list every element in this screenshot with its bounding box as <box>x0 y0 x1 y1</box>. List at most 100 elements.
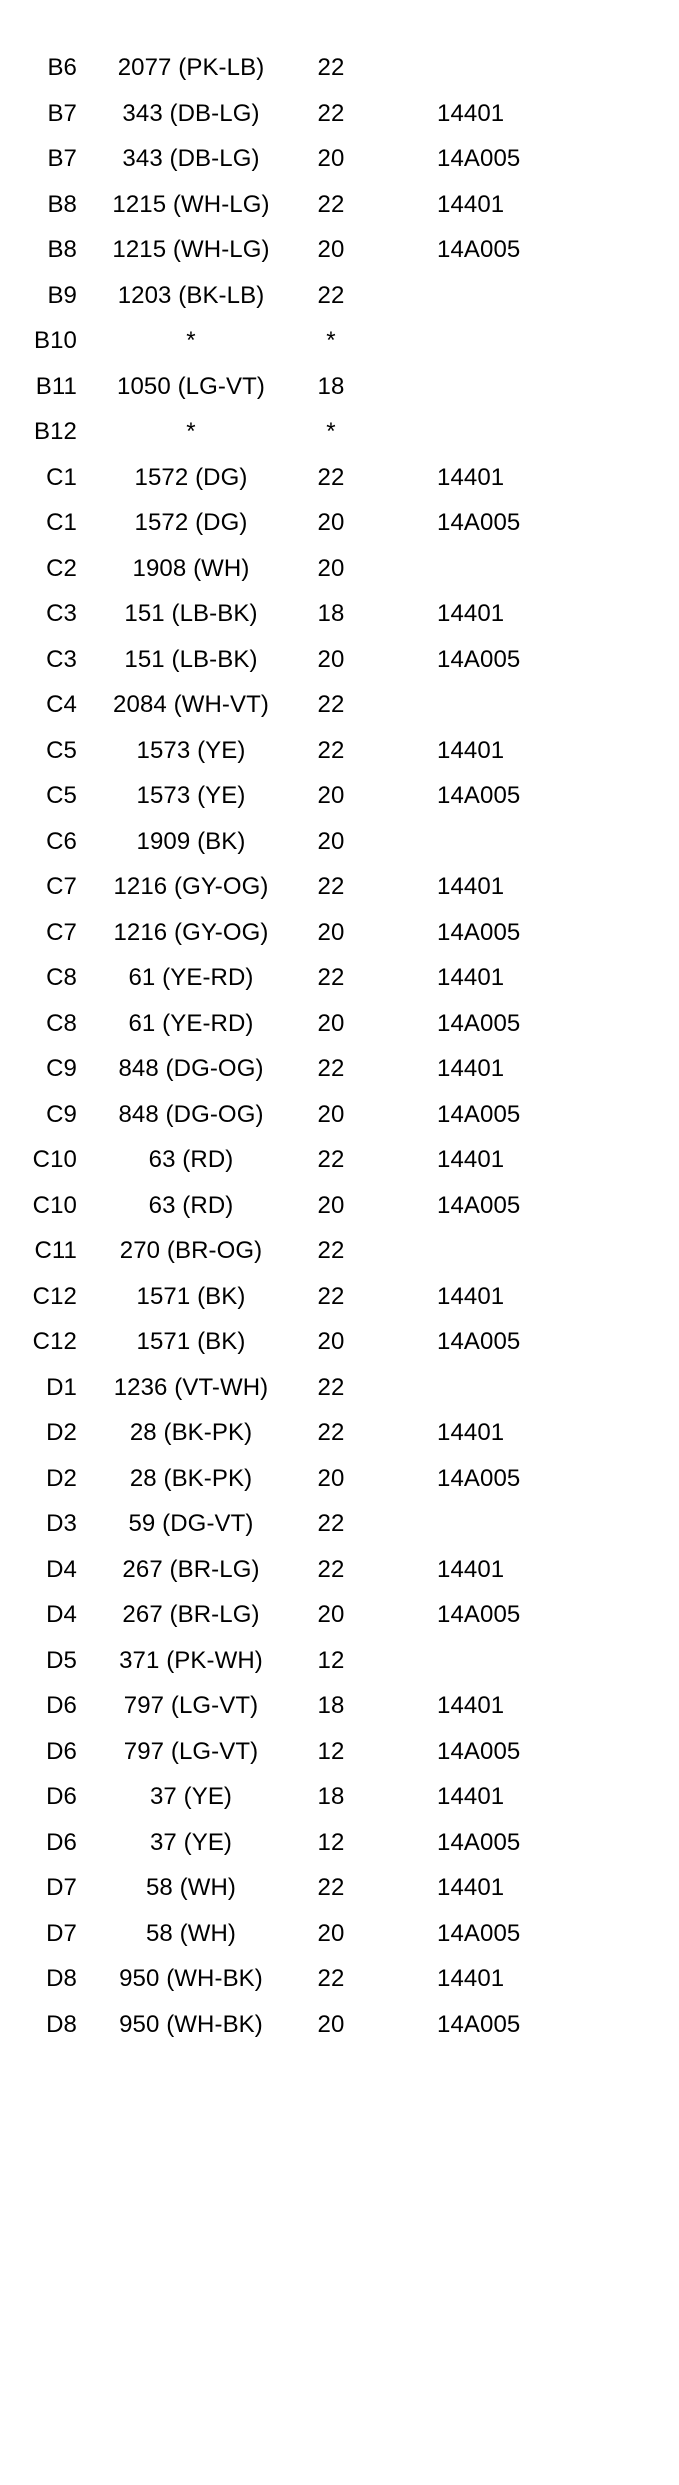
cell-harness: 14401 <box>437 99 505 127</box>
cell-circuit: 267 (BR-LG) <box>122 1601 260 1628</box>
cell-circuit: 28 (BK-PK) <box>129 1464 253 1492</box>
cell-cavity: D2 <box>46 1464 77 1492</box>
cell-cavity: D8 <box>46 2010 77 2038</box>
cell-gauge: 22 <box>317 99 345 127</box>
cell-harness: 14A005 <box>437 2010 521 2038</box>
cell-cavity: C9 <box>46 1100 77 1128</box>
cell-circuit: * <box>186 418 196 445</box>
cell-cavity: D7 <box>46 1919 77 1947</box>
table-row: C3 151 (LB-BK) 20 14A005 <box>0 637 679 683</box>
cell-gauge: 20 <box>317 1464 345 1492</box>
cell-harness: 14A005 <box>437 782 521 809</box>
cell-gauge: 20 <box>317 236 345 263</box>
cell-circuit: 267 (BR-LG) <box>122 1555 260 1583</box>
cell-cavity: B8 <box>47 190 77 218</box>
cell-harness: 14A005 <box>437 1464 521 1492</box>
cell-harness: 14401 <box>437 1692 505 1719</box>
cell-circuit: 1050 (LG-VT) <box>117 372 265 400</box>
table-row: C9 848 (DG-OG) 22 14401 <box>0 1046 679 1092</box>
cell-gauge: 20 <box>317 2010 345 2038</box>
cell-harness <box>437 273 679 319</box>
cell-cavity: D3 <box>46 1510 77 1537</box>
cell-harness: 14A005 <box>437 509 521 536</box>
cell-circuit: 797 (LG-VT) <box>123 1692 259 1719</box>
table-row: C11 270 (BR-OG) 22 <box>0 1228 679 1274</box>
cell-cavity: D4 <box>46 1555 77 1583</box>
table-row: D6 797 (LG-VT) 12 14A005 <box>0 1729 679 1775</box>
table-row: B12 * * <box>0 409 679 455</box>
cell-cavity: D2 <box>46 1419 77 1446</box>
cell-circuit: 1236 (VT-WH) <box>113 1373 269 1401</box>
cell-cavity: B7 <box>47 99 77 127</box>
table-row: C8 61 (YE-RD) 22 14401 <box>0 955 679 1001</box>
table-row: B7 343 (DB-LG) 22 14401 <box>0 91 679 137</box>
cell-harness: 14401 <box>437 964 505 991</box>
cell-cavity: D4 <box>46 1601 77 1628</box>
table-row: C10 63 (RD) 22 14401 <box>0 1137 679 1183</box>
cell-circuit: 343 (DB-LG) <box>122 145 260 172</box>
cell-gauge: 20 <box>317 1100 345 1128</box>
cell-cavity: C3 <box>46 645 77 673</box>
cell-circuit: 2084 (WH-VT) <box>113 691 269 718</box>
cell-circuit: 1573 (YE) <box>136 736 246 764</box>
cell-gauge: 20 <box>317 782 345 809</box>
table-row: B11 1050 (LG-VT) 18 <box>0 364 679 410</box>
table-row: C10 63 (RD) 20 14A005 <box>0 1183 679 1229</box>
cell-cavity: C5 <box>46 736 77 764</box>
cell-gauge: 12 <box>317 1646 345 1674</box>
cell-circuit: 151 (LB-BK) <box>124 600 258 627</box>
table-row: C12 1571 (BK) 20 14A005 <box>0 1319 679 1365</box>
table-row: C4 2084 (WH-VT) 22 <box>0 682 679 728</box>
cell-circuit: 1216 (GY-OG) <box>113 873 269 900</box>
cell-gauge: 20 <box>317 145 345 172</box>
cell-cavity: C3 <box>46 600 77 627</box>
cell-circuit: 1216 (GY-OG) <box>113 918 269 946</box>
cell-harness: 14A005 <box>437 236 521 263</box>
cell-cavity: C11 <box>34 1237 77 1264</box>
cell-harness <box>437 682 679 728</box>
cell-circuit: 343 (DB-LG) <box>122 99 260 127</box>
cell-gauge: 20 <box>317 509 345 536</box>
cell-gauge: 22 <box>317 736 345 764</box>
cell-gauge: 18 <box>317 1783 345 1810</box>
cell-circuit: 28 (BK-PK) <box>129 1419 253 1446</box>
table-row: C5 1573 (YE) 20 14A005 <box>0 773 679 819</box>
table-row: C2 1908 (WH) 20 <box>0 546 679 592</box>
cell-circuit: 58 (WH) <box>145 1919 237 1947</box>
cell-harness: 14401 <box>437 1419 505 1446</box>
cell-circuit: 37 (YE) <box>149 1783 233 1810</box>
cell-circuit: 59 (DG-VT) <box>128 1510 254 1537</box>
cell-gauge: 20 <box>317 827 345 855</box>
cell-harness <box>437 819 679 865</box>
cell-cavity: C10 <box>32 1191 77 1219</box>
cell-cavity: C4 <box>46 691 77 718</box>
cell-cavity: B12 <box>33 418 77 445</box>
cell-cavity: C5 <box>46 782 77 809</box>
cell-gauge: 22 <box>317 691 345 718</box>
cell-cavity: C7 <box>46 873 77 900</box>
table-row: C9 848 (DG-OG) 20 14A005 <box>0 1092 679 1138</box>
cell-gauge: 22 <box>317 1282 345 1310</box>
cell-gauge: 12 <box>317 1737 345 1765</box>
cell-harness: 14A005 <box>437 1828 521 1856</box>
cell-cavity: D7 <box>46 1874 77 1901</box>
cell-harness: 14A005 <box>437 1601 521 1628</box>
table-row: D5 371 (PK-WH) 12 <box>0 1638 679 1684</box>
cell-circuit: 797 (LG-VT) <box>123 1737 259 1765</box>
cell-harness <box>437 546 679 592</box>
cell-cavity: D6 <box>46 1783 77 1810</box>
cell-gauge: 20 <box>317 645 345 673</box>
cell-gauge: 22 <box>317 873 345 900</box>
cell-circuit: 848 (DG-OG) <box>118 1100 264 1128</box>
cell-cavity: D5 <box>46 1646 77 1674</box>
table-row: D8 950 (WH-BK) 22 14401 <box>0 1956 679 2002</box>
cell-cavity: B11 <box>35 372 77 400</box>
cell-circuit: 63 (RD) <box>148 1191 234 1219</box>
table-row: C12 1571 (BK) 22 14401 <box>0 1274 679 1320</box>
cell-circuit: 2077 (PK-LB) <box>117 54 265 81</box>
cell-harness <box>437 1501 679 1547</box>
cell-harness <box>437 409 679 455</box>
cell-gauge: 12 <box>317 1828 345 1856</box>
cell-cavity: C6 <box>46 827 77 855</box>
cell-harness: 14A005 <box>437 145 521 172</box>
